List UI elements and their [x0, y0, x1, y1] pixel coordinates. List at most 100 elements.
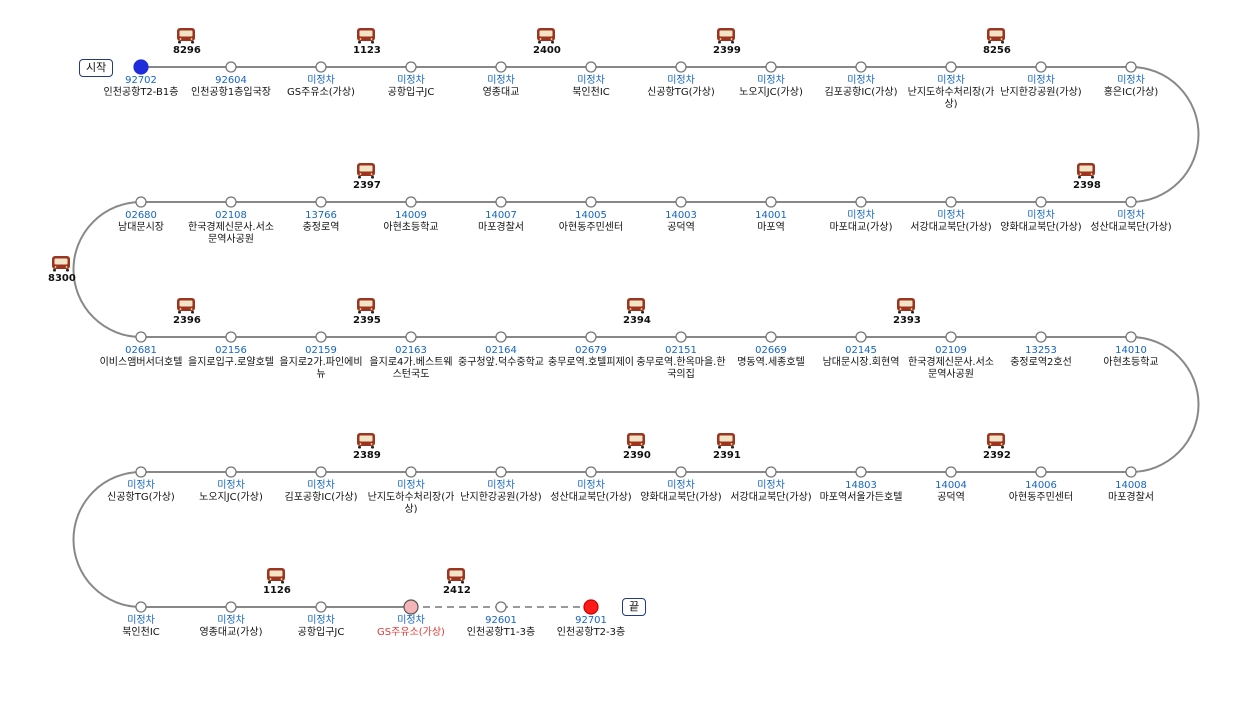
stop-dot[interactable]	[675, 331, 687, 343]
stop-label[interactable]: 02669 명동역.세종호텔	[725, 345, 817, 369]
stop-label[interactable]: 미정차 신공항TG(가상)	[95, 480, 187, 504]
bus-marker[interactable]: 2398	[1073, 162, 1101, 191]
stop-label[interactable]: 92701 인천공항T2-3층	[545, 615, 637, 639]
stop-dot[interactable]	[855, 61, 867, 73]
stop-label[interactable]: 02163 을지로4가.베스트웨스턴국도	[365, 345, 457, 381]
end-stop-dot[interactable]	[583, 599, 599, 615]
stop-label[interactable]: 미정차 GS주유소(가상)	[365, 615, 457, 639]
bus-marker[interactable]: 2395	[353, 297, 381, 326]
bus-marker[interactable]: 2393	[893, 297, 921, 326]
stop-dot[interactable]	[1035, 196, 1047, 208]
stop-dot[interactable]	[765, 331, 777, 343]
stop-label[interactable]: 14004 공덕역	[905, 480, 997, 504]
stop-dot[interactable]	[855, 466, 867, 478]
stop-label[interactable]: 미정차 난지도하수처리장(가상)	[365, 480, 457, 516]
stop-label[interactable]: 미정차 북인천IC	[95, 615, 187, 639]
stop-label[interactable]: 14005 아현동주민센터	[545, 210, 637, 234]
stop-label[interactable]: 미정차 마포대교(가상)	[815, 210, 907, 234]
stop-dot[interactable]	[405, 466, 417, 478]
stop-label[interactable]: 미정차 영종대교(가상)	[185, 615, 277, 639]
stop-label[interactable]: 02159 을지로2가.파인에비뉴	[275, 345, 367, 381]
stop-dot[interactable]	[945, 331, 957, 343]
stop-label[interactable]: 미정차 난지도하수처리장(가상)	[905, 75, 997, 111]
stop-dot[interactable]	[315, 61, 327, 73]
stop-dot[interactable]	[495, 466, 507, 478]
stop-label[interactable]: 13766 충정로역	[275, 210, 367, 234]
stop-dot[interactable]	[225, 196, 237, 208]
stop-label[interactable]: 미정차 양화대교북단(가상)	[635, 480, 727, 504]
stop-dot[interactable]	[585, 331, 597, 343]
current-stop-dot[interactable]	[403, 599, 419, 615]
stop-dot[interactable]	[315, 466, 327, 478]
stop-dot[interactable]	[495, 61, 507, 73]
bus-marker[interactable]: 8296	[173, 27, 201, 56]
bus-marker[interactable]: 1123	[353, 27, 381, 56]
stop-dot[interactable]	[585, 196, 597, 208]
stop-label[interactable]: 미정차 서강대교북단(가상)	[725, 480, 817, 504]
stop-label[interactable]: 14010 아현초등학교	[1085, 345, 1177, 369]
stop-dot[interactable]	[315, 601, 327, 613]
bus-marker[interactable]: 8300	[48, 255, 76, 284]
stop-label[interactable]: 02681 이비스앰버서더호텔	[95, 345, 187, 369]
stop-label[interactable]: 미정차 공항입구JC	[275, 615, 367, 639]
stop-label[interactable]: 92601 인천공항T1-3층	[455, 615, 547, 639]
stop-label[interactable]: 02680 남대문시장	[95, 210, 187, 234]
stop-label[interactable]: 92604 인천공항1층입국장	[185, 75, 277, 99]
stop-label[interactable]: 미정차 성산대교북단(가상)	[1085, 210, 1177, 234]
stop-dot[interactable]	[765, 466, 777, 478]
bus-marker[interactable]: 2389	[353, 432, 381, 461]
stop-label[interactable]: 미정차 성산대교북단(가상)	[545, 480, 637, 504]
stop-dot[interactable]	[945, 61, 957, 73]
stop-dot[interactable]	[585, 466, 597, 478]
stop-dot[interactable]	[1125, 466, 1137, 478]
stop-dot[interactable]	[225, 601, 237, 613]
stop-label[interactable]: 14009 아현초등학교	[365, 210, 457, 234]
stop-dot[interactable]	[1125, 196, 1137, 208]
stop-dot[interactable]	[495, 196, 507, 208]
stop-dot[interactable]	[135, 331, 147, 343]
stop-label[interactable]: 14003 공덕역	[635, 210, 727, 234]
stop-label[interactable]: 미정차 노오지JC(가상)	[185, 480, 277, 504]
stop-label[interactable]: 13253 충정로역2호선	[995, 345, 1087, 369]
stop-dot[interactable]	[135, 466, 147, 478]
stop-label[interactable]: 14001 마포역	[725, 210, 817, 234]
start-stop-dot[interactable]	[133, 59, 149, 75]
bus-marker[interactable]: 2390	[623, 432, 651, 461]
bus-marker[interactable]: 2399	[713, 27, 741, 56]
stop-label[interactable]: 02151 충무로역.한옥마을.한국의집	[635, 345, 727, 381]
stop-label[interactable]: 92702 인천공항T2-B1층	[95, 75, 187, 99]
stop-dot[interactable]	[495, 601, 507, 613]
stop-dot[interactable]	[225, 466, 237, 478]
stop-label[interactable]: 02145 남대문시장.회현역	[815, 345, 907, 369]
stop-label[interactable]: 02156 을지로입구.로얄호텔	[185, 345, 277, 369]
bus-marker[interactable]: 2391	[713, 432, 741, 461]
stop-dot[interactable]	[405, 61, 417, 73]
stop-label[interactable]: 02108 한국경제신문사.서소문역사공원	[185, 210, 277, 246]
stop-dot[interactable]	[765, 61, 777, 73]
stop-label[interactable]: 14008 마포경찰서	[1085, 480, 1177, 504]
stop-label[interactable]: 14007 마포경찰서	[455, 210, 547, 234]
stop-dot[interactable]	[225, 331, 237, 343]
bus-marker[interactable]: 2412	[443, 567, 471, 596]
bus-marker[interactable]: 8256	[983, 27, 1011, 56]
stop-dot[interactable]	[1035, 466, 1047, 478]
bus-marker[interactable]: 2400	[533, 27, 561, 56]
stop-label[interactable]: 14803 마포역서울가든호텔	[815, 480, 907, 504]
stop-label[interactable]: 02164 중구청앞.덕수중학교	[455, 345, 547, 369]
stop-dot[interactable]	[225, 61, 237, 73]
stop-dot[interactable]	[945, 196, 957, 208]
stop-dot[interactable]	[855, 196, 867, 208]
stop-label[interactable]: 미정차 김포공항IC(가상)	[815, 75, 907, 99]
stop-dot[interactable]	[675, 466, 687, 478]
stop-dot[interactable]	[495, 331, 507, 343]
stop-label[interactable]: 미정차 북인천IC	[545, 75, 637, 99]
stop-label[interactable]: 미정차 난지한강공원(가상)	[455, 480, 547, 504]
stop-dot[interactable]	[315, 331, 327, 343]
stop-dot[interactable]	[405, 331, 417, 343]
bus-marker[interactable]: 1126	[263, 567, 291, 596]
stop-label[interactable]: 미정차 신공항TG(가상)	[635, 75, 727, 99]
stop-label[interactable]: 미정차 홍은IC(가상)	[1085, 75, 1177, 99]
bus-marker[interactable]: 2396	[173, 297, 201, 326]
stop-dot[interactable]	[1125, 331, 1137, 343]
stop-dot[interactable]	[675, 61, 687, 73]
